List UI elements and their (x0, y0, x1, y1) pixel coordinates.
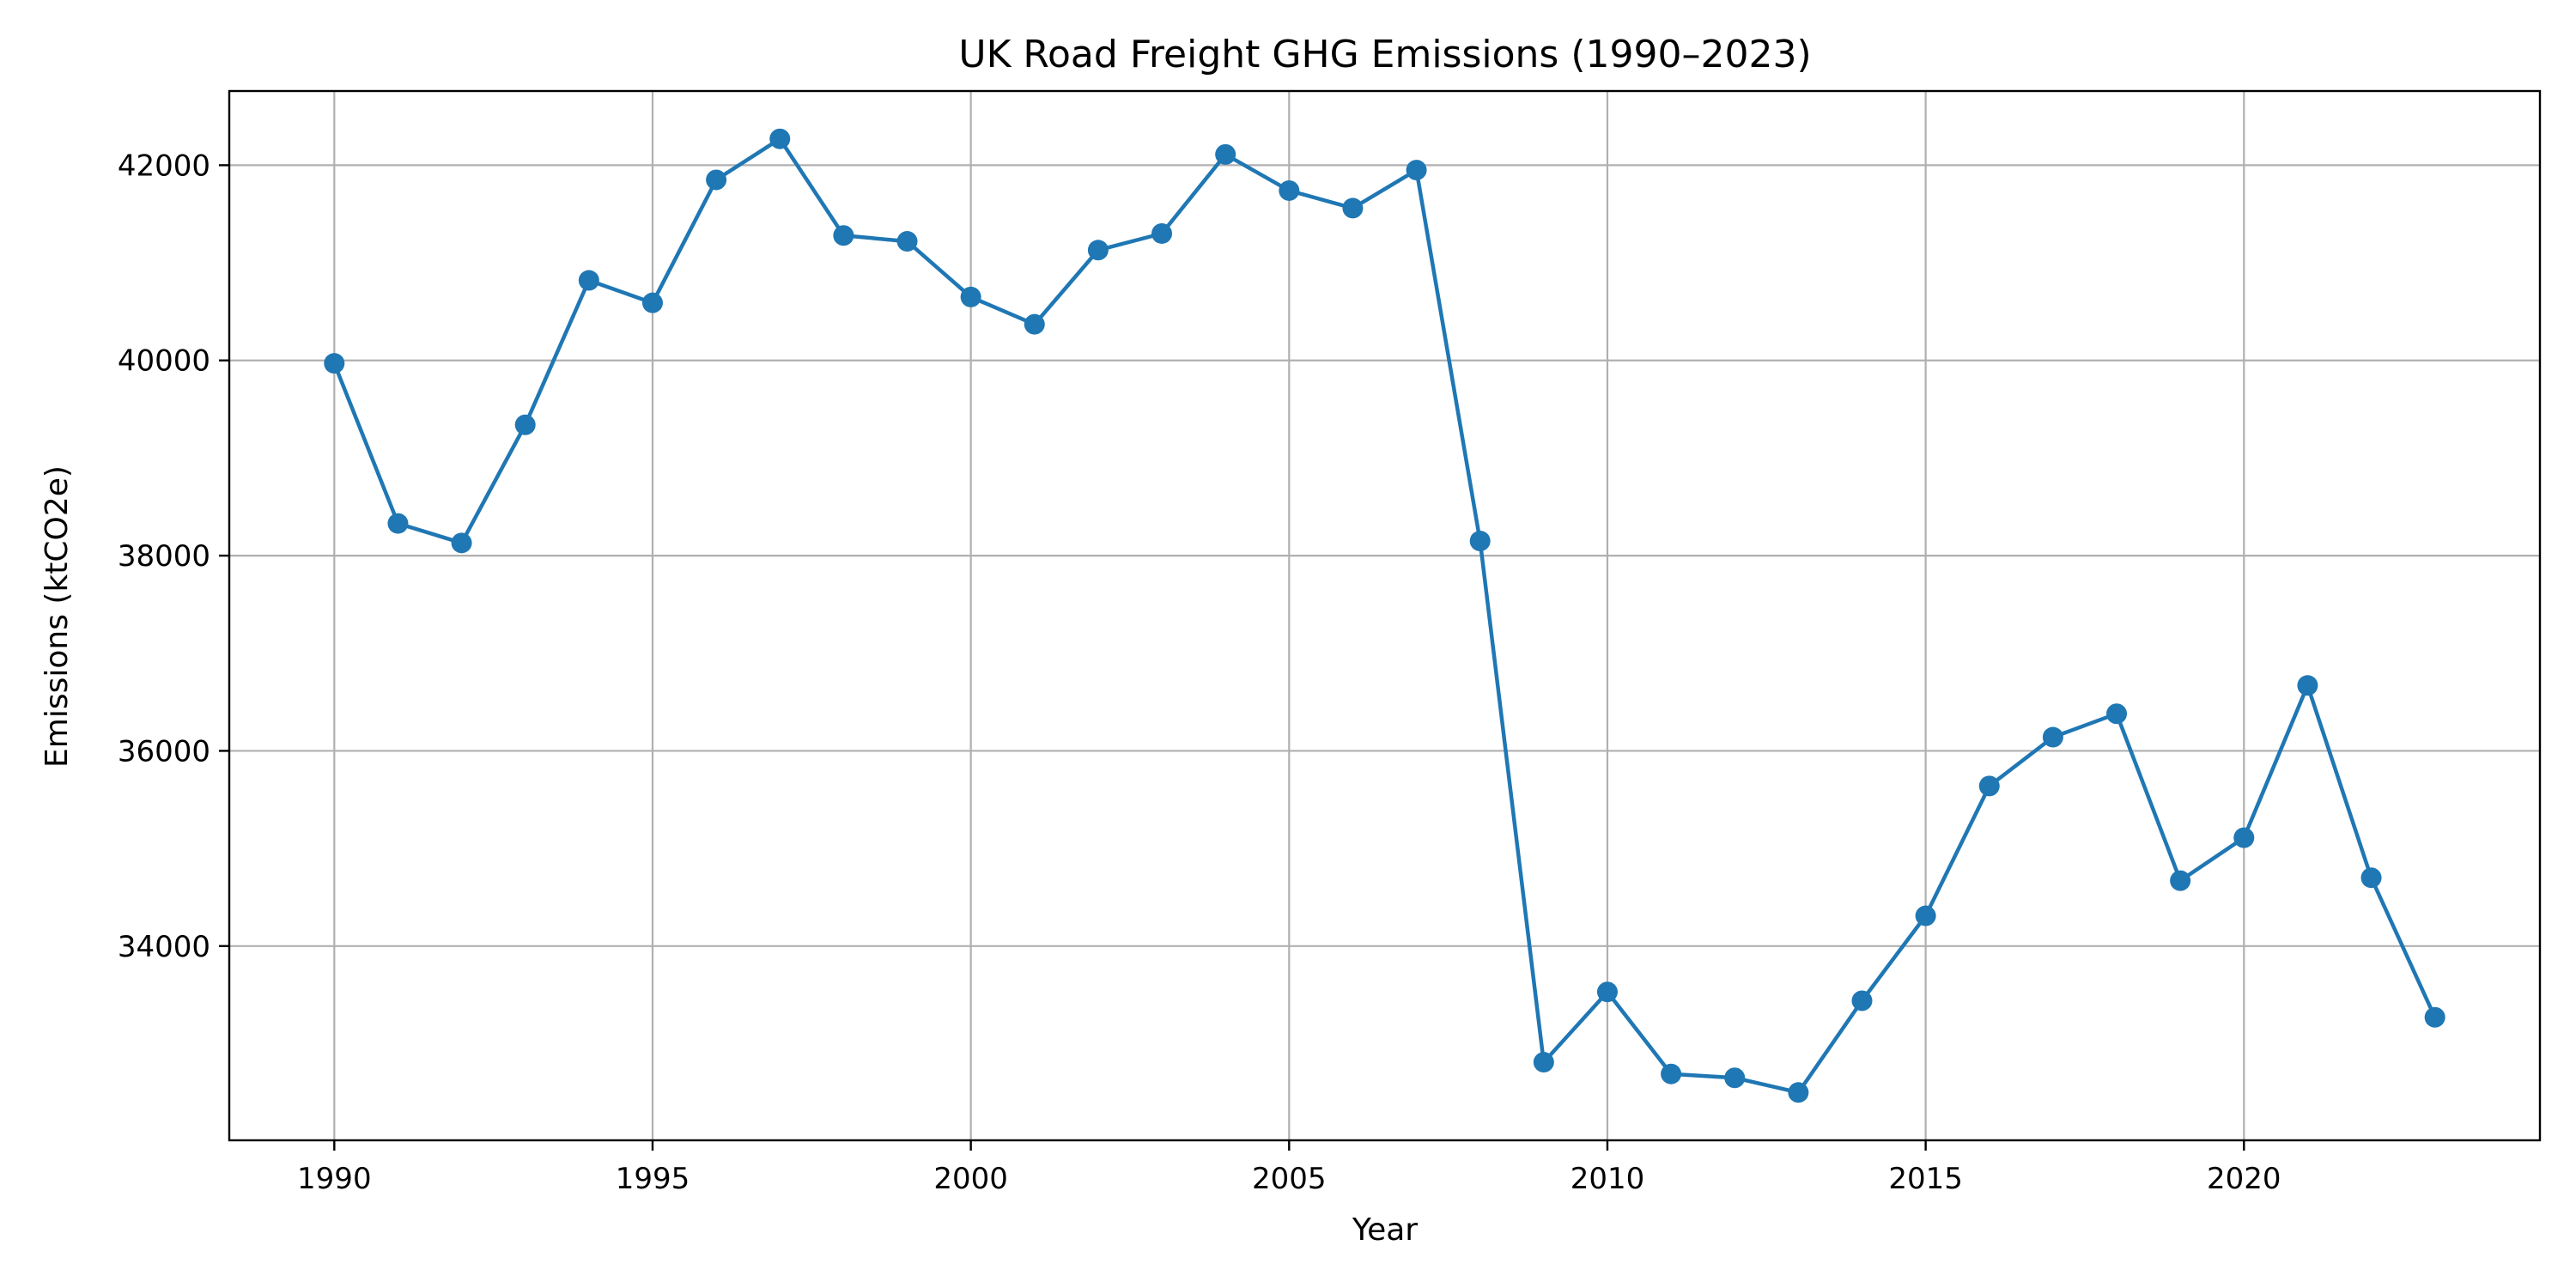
data-point-1999 (896, 231, 918, 252)
data-point-2001 (1024, 313, 1045, 335)
data-point-2014 (1851, 990, 1873, 1012)
chart-title: UK Road Freight GHG Emissions (1990–2023… (958, 33, 1811, 76)
axis-ticks: 1990 1995 2000 2005 2010 2015 2020 34000 36000 38… (118, 149, 2281, 1196)
y-tick-label: 40000 (118, 344, 210, 379)
data-point-2009 (1533, 1052, 1554, 1073)
data-point-2008 (1469, 531, 1491, 552)
data-point-1991 (387, 513, 409, 534)
data-point-1998 (833, 225, 854, 246)
data-point-1996 (706, 169, 727, 191)
data-point-2016 (1978, 775, 2000, 797)
data-point-2002 (1087, 240, 1109, 261)
data-point-1997 (769, 128, 791, 149)
series-layer (324, 128, 2445, 1103)
x-tick-label: 2010 (1571, 1162, 1645, 1196)
x-tick-label: 2020 (2207, 1162, 2281, 1196)
data-point-2020 (2233, 827, 2255, 848)
data-point-2005 (1279, 179, 1300, 201)
data-point-2000 (960, 286, 981, 307)
data-point-1993 (514, 414, 536, 435)
data-point-2022 (2360, 867, 2382, 889)
y-axis-label: Emissions (ktCO2e) (39, 465, 75, 768)
data-point-2021 (2297, 675, 2318, 696)
data-point-2017 (2042, 726, 2063, 748)
data-point-2023 (2424, 1006, 2445, 1028)
x-tick-label: 2000 (933, 1162, 1008, 1196)
y-tick-label: 38000 (118, 539, 210, 574)
data-point-2004 (1215, 143, 1236, 165)
data-point-1990 (324, 353, 345, 374)
grid (229, 91, 2540, 1140)
x-tick-label: 2015 (1888, 1162, 1963, 1196)
x-tick-label: 1995 (616, 1162, 690, 1196)
data-point-2015 (1915, 905, 1936, 927)
data-point-2018 (2106, 703, 2128, 725)
series-line (332, 137, 2437, 1095)
y-tick-label: 42000 (118, 149, 210, 183)
x-tick-label: 1990 (297, 1162, 372, 1196)
data-point-2013 (1788, 1082, 1809, 1103)
data-point-1995 (641, 292, 663, 313)
data-point-2007 (1406, 160, 1427, 181)
y-tick-label: 34000 (118, 930, 210, 964)
data-point-1992 (451, 532, 472, 554)
x-axis-label: Year (1352, 1212, 1418, 1248)
data-point-2012 (1724, 1067, 1746, 1089)
data-point-2019 (2170, 870, 2191, 891)
data-point-1994 (578, 270, 599, 291)
x-tick-label: 2005 (1252, 1162, 1327, 1196)
data-point-2003 (1151, 222, 1173, 244)
data-point-2010 (1596, 981, 1618, 1003)
data-point-2006 (1342, 197, 1364, 219)
y-tick-label: 36000 (118, 734, 210, 769)
plot-frame (228, 89, 2542, 1142)
data-point-2011 (1661, 1063, 1682, 1084)
